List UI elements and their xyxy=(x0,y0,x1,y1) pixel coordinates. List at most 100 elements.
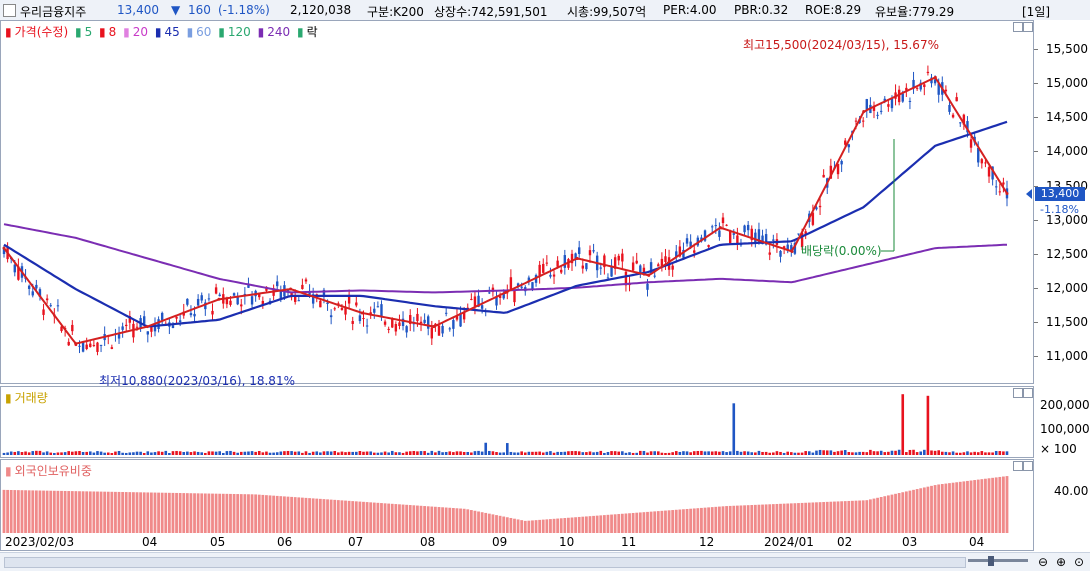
candle-body xyxy=(689,241,692,248)
period-selector[interactable]: [1일] xyxy=(1022,5,1051,19)
candle-body xyxy=(509,277,513,290)
foreign-bar xyxy=(484,512,488,533)
volume-bar xyxy=(211,451,214,455)
foreign-bar xyxy=(383,503,387,533)
volume-bar xyxy=(570,451,574,455)
legend-ma240[interactable]: 240 xyxy=(267,25,291,39)
foreign-bar xyxy=(455,508,459,533)
foreign-panel[interactable]: ▮ 외국인보유비중 xyxy=(0,459,1034,534)
foreign-title[interactable]: 외국인보유비중 xyxy=(14,464,92,478)
foreign-bar xyxy=(45,490,49,533)
foreign-bar xyxy=(405,504,409,533)
candle-body xyxy=(930,77,933,84)
legend-ma8[interactable]: 8 xyxy=(108,25,117,39)
candle-body xyxy=(905,87,908,91)
legend-ma120[interactable]: 120 xyxy=(227,25,251,39)
candle-body xyxy=(81,341,85,352)
volume-bar xyxy=(822,450,825,455)
foreign-bar xyxy=(185,493,189,533)
candle-body xyxy=(606,277,610,279)
foreign-bar xyxy=(919,488,923,533)
foreign-bar xyxy=(833,501,836,533)
volume-bar xyxy=(509,451,513,455)
price-point xyxy=(360,311,364,315)
foreign-bar xyxy=(696,508,700,533)
foreign-bar xyxy=(92,491,96,533)
foreign-close-icon[interactable] xyxy=(1023,461,1033,471)
legend-ma20[interactable]: 20 xyxy=(132,25,149,39)
foreign-bar xyxy=(624,513,628,533)
foreign-bar xyxy=(157,492,160,533)
foreign-bar xyxy=(739,505,743,533)
zoom-in-icon[interactable]: ⊕ xyxy=(1056,555,1067,569)
candle-body xyxy=(613,257,617,269)
foreign-bar xyxy=(897,493,901,533)
volume-tick-label: 100,000 xyxy=(1040,422,1090,437)
foreign-bar xyxy=(793,503,797,533)
foreign-bar xyxy=(13,490,17,533)
candle-body xyxy=(693,250,696,253)
volume-bar xyxy=(520,451,523,455)
foreign-bar xyxy=(703,507,707,533)
price-panel[interactable]: ▮ 가격(수정) ▮ 5 ▮ 8 ▮ 20 ▮ 45 ▮ 60 ▮ 120 ▮ 240 ▮ 락 최… xyxy=(0,20,1034,388)
candle-body xyxy=(204,302,207,310)
volume-bar xyxy=(761,451,764,455)
foreign-bar xyxy=(85,491,89,533)
volume-bar xyxy=(178,451,182,455)
foreign-bar xyxy=(196,493,200,533)
candle-body xyxy=(38,289,42,297)
volume-bar xyxy=(847,452,851,455)
x-axis-label: 02 xyxy=(837,535,853,549)
volume-bar xyxy=(879,450,883,455)
ex-rights-annotation: 배당락(0.00%) xyxy=(801,244,882,258)
zoom-slider-handle[interactable] xyxy=(988,556,994,566)
volume-bar xyxy=(132,452,135,455)
foreign-bar xyxy=(459,508,462,533)
volume-close-icon[interactable] xyxy=(1023,388,1033,398)
volume-bar xyxy=(225,451,229,455)
candle-body xyxy=(750,228,753,241)
candle-body xyxy=(193,313,196,317)
zoom-reset-icon[interactable]: ⊙ xyxy=(1074,555,1085,569)
price-point xyxy=(718,226,722,230)
panel-close-icon[interactable] xyxy=(1023,22,1033,32)
zoom-slider[interactable] xyxy=(968,559,1028,562)
candle-body xyxy=(538,264,541,276)
foreign-bar xyxy=(426,506,430,533)
foreign-bar xyxy=(516,519,520,533)
volume-min-icon[interactable] xyxy=(1013,388,1023,398)
volume-bar xyxy=(387,452,390,455)
foreign-bar xyxy=(2,489,6,533)
candle-body xyxy=(887,104,890,107)
volume-bar xyxy=(923,449,926,455)
legend-drop[interactable]: 락 xyxy=(306,25,318,39)
foreign-bar xyxy=(620,513,624,533)
foreign-bar xyxy=(937,484,941,533)
candle-body xyxy=(599,267,602,269)
volume-panel[interactable]: ▮ 거래량 xyxy=(0,386,1034,458)
volume-bar xyxy=(232,451,236,455)
candle-body xyxy=(146,331,149,335)
zoom-out-icon[interactable]: ⊖ xyxy=(1038,555,1049,569)
volume-bar xyxy=(1005,451,1009,455)
candle-body xyxy=(506,292,509,294)
foreign-bar xyxy=(56,490,60,533)
legend-ma5[interactable]: 5 xyxy=(84,25,93,39)
panel-min-icon[interactable] xyxy=(1013,22,1023,32)
foreign-min-icon[interactable] xyxy=(1013,461,1023,471)
ma240-line xyxy=(3,223,1008,294)
horizontal-scrollbar[interactable] xyxy=(4,557,966,568)
foreign-bar xyxy=(16,490,20,533)
foreign-bar xyxy=(63,490,67,533)
stock-name[interactable]: 우리금융지주 xyxy=(20,5,87,19)
candle-body xyxy=(250,296,254,305)
candle-body xyxy=(416,313,419,322)
foreign-bar xyxy=(394,504,398,533)
price-tick-label: 12,000 xyxy=(1046,281,1088,296)
stock-checkbox[interactable] xyxy=(3,4,16,17)
volume-title[interactable]: 거래량 xyxy=(14,391,48,405)
volume-bar xyxy=(678,451,682,455)
legend-ma60[interactable]: 60 xyxy=(196,25,212,39)
legend-price[interactable]: 가격(수정) xyxy=(14,25,69,39)
legend-ma45[interactable]: 45 xyxy=(164,25,180,39)
